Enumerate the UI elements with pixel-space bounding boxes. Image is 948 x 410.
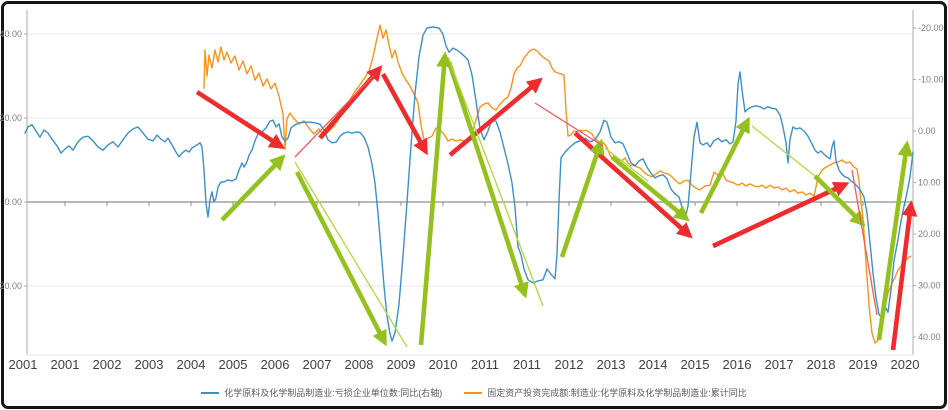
trend-arrow-red [890, 200, 918, 351]
x-axis-label: 2009 [387, 357, 416, 372]
x-axis-label: 2012 [555, 357, 584, 372]
trend-arrow-green-thin [604, 147, 649, 182]
left-axis-tick-label: 0.00 [4, 197, 22, 207]
x-axis-label: 2001 [9, 357, 38, 372]
legend-label: 固定资产投资完成额:制造业:化学原料及化学制品制造业:累计同比 [487, 388, 747, 398]
x-axis-label: 2015 [681, 357, 710, 372]
chart-legend: 化学原料及化学制品制造业:亏损企业单位数:同比(右轴) 固定资产投资完成额:制造… [0, 386, 948, 399]
trend-arrow-red-thin [534, 102, 604, 147]
trend-arrow-green-thin [294, 161, 408, 348]
x-axis-label: 2011 [471, 357, 499, 372]
trend-arrow-green [698, 116, 751, 215]
trend-arrow-green [559, 138, 605, 258]
x-axis-label: 2001 [51, 357, 80, 372]
right-axis-tick-label: -20.00 [918, 23, 944, 33]
x-axis-label: 2014 [639, 357, 668, 372]
x-axis-label: 2003 [135, 357, 164, 372]
trend-arrow-green [813, 174, 866, 227]
right-axis-tick-label: 0.00 [918, 126, 936, 136]
x-axis-label: 2018 [807, 357, 836, 372]
right-axis-tick-label: 10.00 [918, 178, 941, 188]
right-axis-tick-label: 30.00 [918, 281, 941, 291]
trend-arrow-red-thin [851, 169, 878, 316]
x-axis-label: 2020 [891, 357, 920, 372]
trend-arrow-green [446, 61, 529, 299]
trend-arrow-green [294, 170, 388, 347]
x-axis-label: 2005 [219, 357, 248, 372]
trend-arrow-green [610, 155, 690, 222]
trend-arrow-green-thin [751, 125, 816, 177]
x-axis-label: 2016 [723, 357, 752, 372]
legend-item-loss-enterprises: 化学原料及化学制品制造业:亏损企业单位数:同比(右轴) [201, 386, 442, 399]
trend-arrow-red [712, 181, 850, 249]
trend-arrow-red-thin [294, 74, 375, 158]
trend-arrow-red [195, 90, 286, 149]
left-axis-tick-label: 40.00 [0, 29, 22, 39]
series-line-fai-cumulative [203, 24, 912, 344]
x-axis-label: 2002 [93, 357, 122, 372]
left-axis-tick-label: 20.00 [0, 113, 22, 123]
x-axis-label: 2013 [597, 357, 626, 372]
trend-arrow-green [876, 140, 914, 341]
x-axis-label: 2019 [849, 357, 878, 372]
x-axis-label: 2007 [303, 357, 332, 372]
legend-swatch-orange-line-icon [464, 391, 483, 394]
x-axis-label: 2017 [765, 357, 794, 372]
x-axis-label: 2008 [345, 357, 374, 372]
x-axis-label: 2004 [177, 357, 206, 372]
right-axis-tick-label: 20.00 [918, 229, 941, 239]
x-axis-label: 2011 [513, 357, 541, 372]
trend-arrow-red [380, 72, 429, 156]
right-axis-tick-label: -10.00 [918, 75, 944, 85]
left-axis-tick-label: -20.00 [0, 281, 22, 291]
legend-item-fai-cumulative: 固定资产投资完成额:制造业:化学原料及化学制品制造业:累计同比 [464, 386, 747, 399]
legend-swatch-blue-line-icon [201, 391, 220, 394]
right-axis-tick-label: 40.00 [918, 332, 941, 342]
x-axis-label: 2006 [261, 357, 290, 372]
trend-arrow-green-thin [447, 56, 544, 307]
trend-arrow-green [418, 51, 452, 346]
series-line-loss-enterprises [24, 26, 914, 342]
legend-label: 化学原料及化学制品制造业:亏损企业单位数:同比(右轴) [224, 388, 443, 398]
trend-arrow-red [448, 77, 543, 157]
trend-arrow-green [220, 154, 286, 222]
trend-arrow-red [573, 131, 693, 239]
x-axis-label: 2010 [429, 357, 458, 372]
